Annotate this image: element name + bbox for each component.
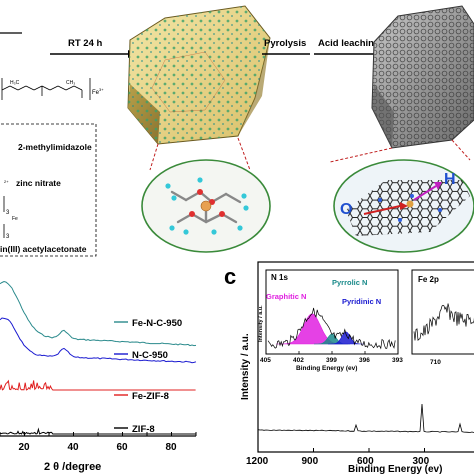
fe2p-x-tick: 710 [430,359,441,366]
zoom-guide [237,137,251,171]
curve-fe-n-c-950 [0,280,197,347]
xps-survey-curve [257,403,474,433]
xrd-tick-label: 20 [19,442,31,453]
n1s-tick-label: 393 [392,357,403,364]
fe-ion-label: Fe3+ [92,87,104,96]
n1s-title: N 1s [271,273,288,282]
n1s-x-ticks: 405 402 399 396 393 [260,351,403,364]
zoom-guide [451,139,471,161]
step-label-acid: Acid leaching [318,38,380,49]
xrd-curves [0,280,197,435]
fe-acac-structure [1,78,91,100]
legend-zif-8: ZIF-8 [132,424,155,435]
fe2p-inset: Fe 2p 710 [411,269,474,366]
xps-tick-label: 300 [413,456,430,467]
legend-item-zinc-nitrate: zinc nitrate [16,178,61,188]
curve-n-c-950 [0,317,197,364]
legend-n-c-950: N-C-950 [132,350,168,361]
legend-fe-n-c-950: Fe-N-C-950 [132,318,182,329]
xps-panel: c Intensity / a.u. 1200 900 600 300 Binding… [224,261,474,474]
xps-x-axis-label: Binding Energy (ev) [348,464,442,474]
n1s-tick-label: 402 [293,357,304,364]
svg-text:3: 3 [6,210,10,216]
legend-item-fe-acac: in(III) acetylacetonate [0,244,87,254]
n1s-raw-curve [267,307,396,350]
label-pyrrolic-n: Pyrrolic N [332,278,367,287]
legend-item-methylimidazole: 2-methylimidazole [18,142,92,152]
svg-text:H₃C: H₃C [10,80,20,86]
fe2p-raw-curve [413,303,474,341]
n1s-tick-label: 405 [260,357,271,364]
fe2p-title: Fe 2p [418,275,439,284]
svg-text:CH₃: CH₃ [66,80,75,86]
svg-text:Fe: Fe [12,216,18,222]
xrd-tick-label: 80 [166,442,178,453]
n1s-tick-label: 396 [359,357,370,364]
n1s-y-axis-label: Intensity / a.u. [258,305,264,342]
panel-letter-c: c [224,264,236,289]
label-graphitic-n: Graphitic N [266,292,306,301]
xps-tick-label: 1200 [246,456,269,467]
label-pyridinic-n: Pyridinic N [342,297,381,306]
xps-x-ticks: 1200 900 600 300 [246,448,430,467]
xps-tick-label: 900 [302,456,319,467]
zoom-guide [329,147,393,163]
molecule-zoom-circle [141,159,271,253]
n1s-tick-label: 399 [326,357,337,364]
zif8-polyhedron [127,5,271,145]
xrd-x-ticks: 20 40 60 80 [0,432,197,453]
n1s-inset: N 1s Intensity / a.u. Graphitic N Pyrrol… [258,269,403,372]
legend-fe-zif-8: Fe-ZIF-8 [132,391,169,402]
xrd-panel: 20 40 60 80 Fe-N-C-950 N-C-950 Fe-ZIF-8 ZIF… [0,280,197,473]
svg-text:3: 3 [6,234,10,240]
xrd-tick-label: 40 [68,442,80,453]
peak-pyridinic-n [328,331,364,345]
zn-ion-label: 2+ [4,179,9,184]
n1s-x-axis-label: Binding Energy (ev) [296,365,357,372]
o2-label: O [340,201,352,218]
step-label-pyrolysis: Pyrolysis [264,38,306,49]
synthesis-scheme: H₃C CH₃ Fe3+ RT 24 h Pyrolysis Acid leac… [0,5,474,257]
xrd-x-axis-label: 2 θ /degree [44,461,101,473]
xrd-legend: Fe-N-C-950 N-C-950 Fe-ZIF-8 ZIF-8 [114,318,182,435]
xps-y-axis-label: Intensity / a.u. [240,333,251,400]
zoom-guide [149,143,159,171]
step-label-rt: RT 24 h [68,38,103,49]
precursor-legend: 2-methylimidazole 2+ zinc nitrate 3 Fe 3… [0,123,97,257]
curve-fe-zif-8 [0,379,196,391]
h2-label: H [444,171,456,188]
fenc-polyhedron [371,5,474,149]
graphene-zoom-circle: O H [333,159,474,253]
xrd-tick-label: 60 [117,442,129,453]
curve-zif-8 [0,427,196,435]
xps-tick-label: 600 [357,456,374,467]
